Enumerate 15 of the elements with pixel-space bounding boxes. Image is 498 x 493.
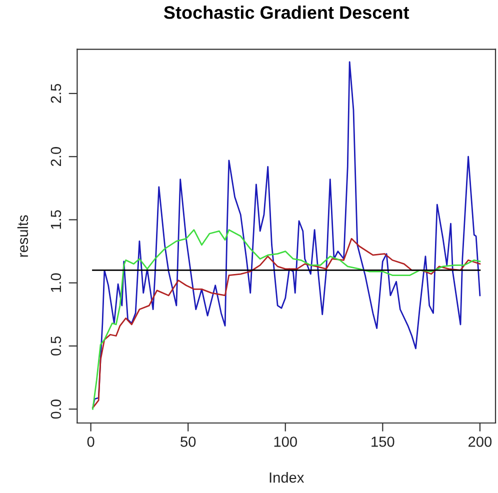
y-tick-label: 0.0 xyxy=(50,400,62,419)
y-tick-label: 2.5 xyxy=(50,84,62,103)
y-axis-title: results xyxy=(17,215,28,257)
y-tick-label: 0.5 xyxy=(50,336,62,356)
x-tick-label: 200 xyxy=(468,436,492,447)
x-axis-title: Index xyxy=(270,472,304,483)
x-tick-label: 100 xyxy=(274,436,297,447)
chart-title: Stochastic Gradient Descent xyxy=(164,6,410,19)
line-series xyxy=(92,61,481,409)
y-tick-label: 1.0 xyxy=(50,273,62,292)
y-tick-label: 1.5 xyxy=(50,210,62,229)
x-tick-label: 50 xyxy=(180,436,196,447)
x-tick-label: 0 xyxy=(87,436,94,447)
x-tick-label: 150 xyxy=(372,436,394,447)
y-tick-label: 2.0 xyxy=(50,147,62,166)
